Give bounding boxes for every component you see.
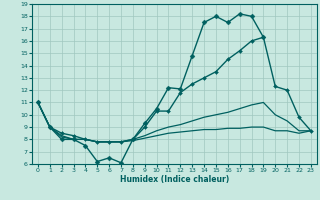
X-axis label: Humidex (Indice chaleur): Humidex (Indice chaleur) <box>120 175 229 184</box>
